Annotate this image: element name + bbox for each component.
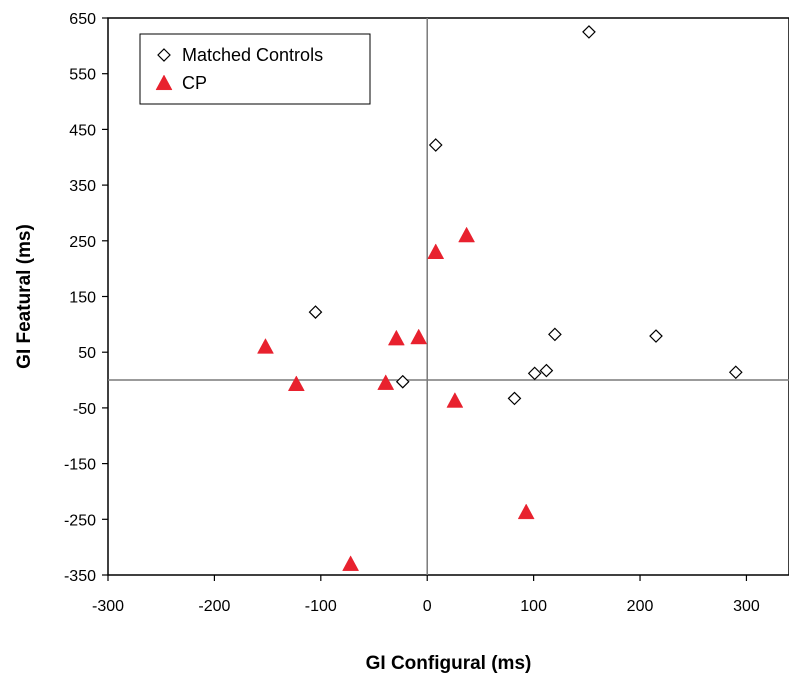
control-point-diamond <box>539 363 554 378</box>
legend-diamond-icon <box>157 48 171 62</box>
axis-ticks: 650 550 450 350 250 150 50 -50 -150 -250 -350 -300 -… <box>64 11 760 615</box>
control-point-diamond <box>548 327 562 342</box>
cp-point-triangle <box>342 555 360 571</box>
cp-point-triangle <box>257 338 274 354</box>
y-tick-label: 150 <box>69 290 96 307</box>
control-point-diamond <box>728 365 743 380</box>
control-point-diamond <box>507 391 522 406</box>
y-tick-label: -50 <box>73 401 96 418</box>
x-tick-label: 0 <box>423 598 432 615</box>
y-axis-title: GI Featural (ms) <box>14 224 35 369</box>
y-tick-label: 50 <box>78 345 96 362</box>
y-tick-label: 650 <box>69 11 96 28</box>
y-tick-label: -150 <box>64 457 96 474</box>
cp-point-triangle <box>427 243 445 259</box>
y-tick-label: 350 <box>69 178 96 195</box>
cp-point-triangle <box>387 329 405 346</box>
cp-point-triangle <box>410 328 428 345</box>
cp-point-triangle <box>446 392 464 408</box>
legend: Matched Controls CP <box>139 33 371 105</box>
y-tick-label: 250 <box>69 234 96 251</box>
control-point-diamond <box>428 138 443 152</box>
control-point-diamond <box>527 366 542 381</box>
data-points <box>257 25 743 571</box>
y-tick-label: 550 <box>69 67 96 84</box>
cp-point-triangle <box>517 503 535 520</box>
x-tick-label: -300 <box>92 598 124 615</box>
legend-label: Matched Controls <box>182 45 323 65</box>
control-point-diamond <box>582 25 596 39</box>
cp-point-triangle <box>287 375 305 391</box>
cp-point-triangle <box>377 374 395 390</box>
y-tick-label: -250 <box>64 512 96 529</box>
y-tick-label: -350 <box>64 568 96 585</box>
control-point-diamond <box>395 374 410 389</box>
x-tick-label: -100 <box>305 598 337 615</box>
x-tick-label: 200 <box>627 598 654 615</box>
y-tick-label: 450 <box>69 122 96 139</box>
control-point-diamond <box>308 305 323 319</box>
cp-point-triangle <box>458 226 476 243</box>
x-tick-label: 100 <box>520 598 547 615</box>
legend-label: CP <box>182 73 207 93</box>
legend-triangle-icon <box>155 74 173 91</box>
x-axis-title: GI Configural (ms) <box>366 653 532 674</box>
x-tick-label: 300 <box>733 598 760 615</box>
x-tick-label: -200 <box>198 598 230 615</box>
control-point-diamond <box>649 329 663 343</box>
legend-box <box>139 33 371 105</box>
